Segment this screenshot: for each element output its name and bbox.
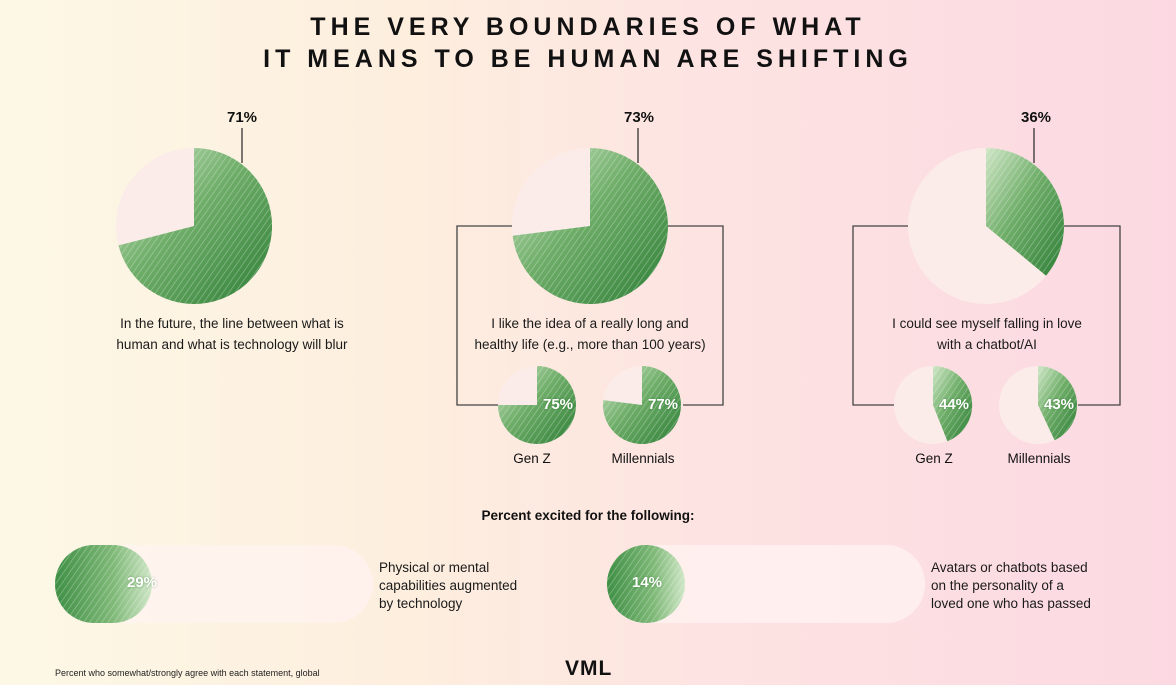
excited-2-line-2: on the personality of a xyxy=(931,578,1064,593)
pct-statement-2-genz: 75% xyxy=(542,396,574,413)
excited-2-line-1: Avatars or chatbots based xyxy=(931,560,1088,575)
label-statement-3-genz: Gen Z xyxy=(915,451,953,466)
excited-bar-texture-2 xyxy=(607,545,685,623)
pie-statement-2-gen-z-slice-texture xyxy=(498,366,576,444)
pct-statement-2: 73% xyxy=(623,109,655,126)
pie-statement-2-millennials-slice-texture xyxy=(602,366,681,444)
pct-statement-1: 71% xyxy=(226,109,258,126)
caption-3-line-2: with a chatbot/AI xyxy=(937,337,1037,352)
excited-text-2: Avatars or chatbots based on the persona… xyxy=(931,559,1091,613)
label-statement-2-millennials: Millennials xyxy=(611,451,675,466)
excited-1-line-1: Physical or mental xyxy=(379,560,490,575)
excited-text-1: Physical or mental capabilities augmente… xyxy=(379,559,517,613)
title-line-1: THE VERY BOUNDARIES OF WHAT xyxy=(310,13,866,41)
caption-1-line-2: human and what is technology will blur xyxy=(116,337,348,352)
excited-1-line-2: capabilities augmented xyxy=(379,578,518,593)
bracket-statement-3 xyxy=(852,225,1121,406)
pie-statement-3-slice-texture xyxy=(986,148,1064,276)
excited-bar-track-2 xyxy=(607,545,925,623)
caption-2-line-1: I like the idea of a really long and xyxy=(491,316,689,331)
caption-statement-1: In the future, the line between what is … xyxy=(52,313,412,355)
caption-statement-2: I like the idea of a really long and hea… xyxy=(410,313,770,355)
label-statement-2-genz: Gen Z xyxy=(513,451,551,466)
pct-excited-2: 14% xyxy=(632,574,663,591)
caption-3-line-1: I could see myself falling in love xyxy=(892,316,1082,331)
pie-statement-2-slice-texture xyxy=(512,148,668,305)
pct-statement-3: 36% xyxy=(1020,109,1052,126)
caption-2-line-2: healthy life (e.g., more than 100 years) xyxy=(474,337,706,352)
pct-excited-1: 29% xyxy=(127,574,158,591)
pie-statement-1-slice-texture xyxy=(118,147,273,304)
excited-2-line-3: loved one who has passed xyxy=(931,596,1091,611)
label-statement-3-millennials: Millennials xyxy=(1007,451,1071,466)
excited-section-title: Percent excited for the following: xyxy=(481,508,695,523)
title-line-2: IT MEANS TO BE HUMAN ARE SHIFTING xyxy=(263,45,913,73)
pie-statement-3-millennials-slice-texture xyxy=(1038,366,1078,441)
footnote: Percent who somewhat/strongly agree with… xyxy=(55,668,320,678)
caption-statement-3: I could see myself falling in love with … xyxy=(807,313,1167,355)
excited-bar-texture-1 xyxy=(55,545,152,623)
pct-statement-2-millennials: 77% xyxy=(647,396,679,413)
pct-statement-3-millennials: 43% xyxy=(1043,396,1075,413)
pie-statement-3-gen-z-slice-texture xyxy=(933,365,973,442)
caption-1-line-1: In the future, the line between what is xyxy=(120,316,344,331)
pct-statement-3-genz: 44% xyxy=(938,396,970,413)
vml-logo: VML xyxy=(565,657,613,680)
excited-1-line-3: by technology xyxy=(379,596,463,611)
bracket-statement-2 xyxy=(456,225,724,406)
